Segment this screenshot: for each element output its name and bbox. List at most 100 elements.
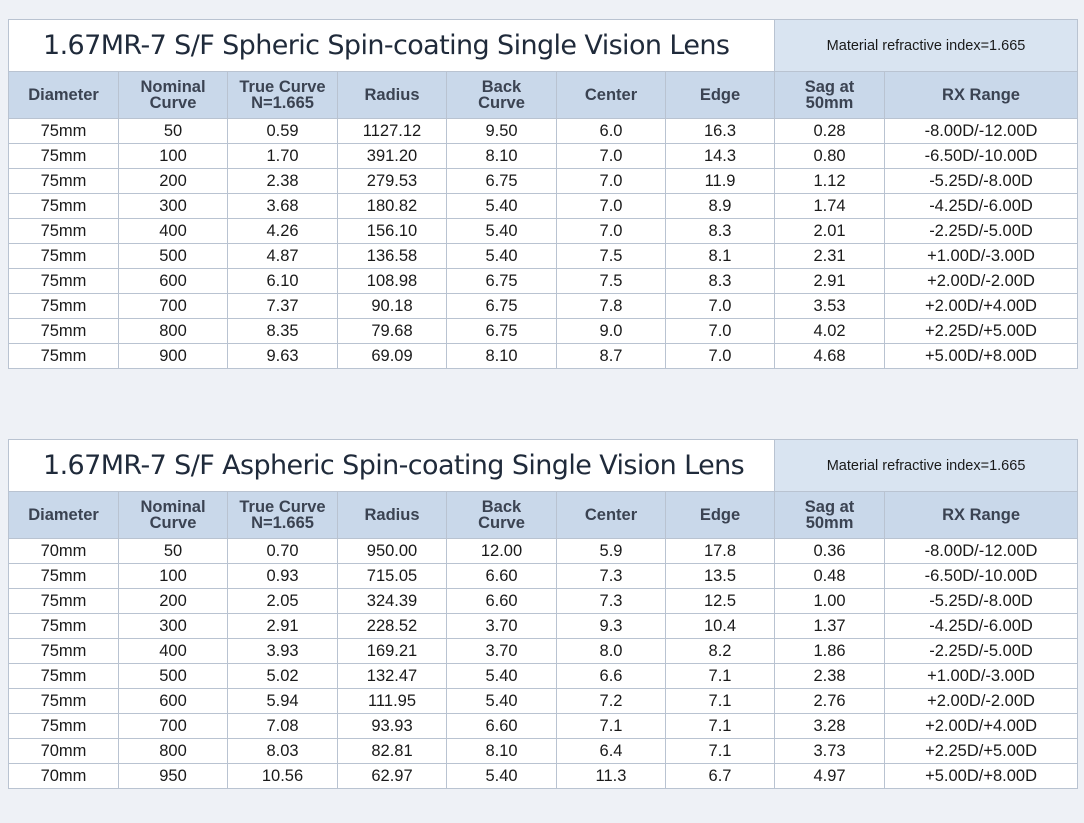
column-header-diameter: Diameter [8, 71, 119, 119]
column-header-row: Diameter Nominal Curve True Curve N=1.665 Rad… [8, 71, 1079, 119]
cell-diameter: 70mm [8, 738, 119, 764]
cell-sag-at-50mm: 4.97 [774, 763, 886, 789]
column-header-true-curve: True Curve N=1.665 [227, 71, 338, 119]
cell-nominal-curve: 500 [118, 663, 228, 689]
column-header-center: Center [556, 491, 666, 539]
cell-radius: 108.98 [337, 268, 447, 294]
column-header-sag-at-50mm: Sag at 50mm [774, 491, 886, 539]
cell-sag-at-50mm: 0.80 [774, 143, 886, 169]
column-header-line: Radius [364, 506, 420, 524]
cell-nominal-curve: 200 [118, 168, 228, 194]
cell-diameter: 70mm [8, 538, 119, 564]
cell-diameter: 75mm [8, 713, 119, 739]
cell-radius: 324.39 [337, 588, 447, 614]
cell-edge: 16.3 [664, 118, 776, 144]
column-header-line: Diameter [28, 86, 99, 104]
cell-diameter: 75mm [8, 663, 119, 689]
cell-rx-range: +5.00D/+8.00D [884, 763, 1079, 789]
cell-diameter: 75mm [8, 343, 119, 369]
cell-nominal-curve: 900 [118, 343, 228, 369]
column-header-line: 50mm [805, 94, 854, 112]
cell-back-curve: 6.75 [446, 268, 557, 294]
cell-edge: 8.9 [664, 193, 776, 219]
cell-true-curve: 3.93 [227, 638, 338, 664]
cell-center: 8.7 [556, 343, 666, 369]
cell-radius: 79.68 [337, 318, 447, 344]
cell-rx-range: -5.25D/-8.00D [884, 588, 1079, 614]
cell-radius: 82.81 [337, 738, 447, 764]
cell-radius: 228.52 [337, 613, 447, 639]
column-header-radius: Radius [337, 491, 447, 539]
cell-true-curve: 7.37 [227, 293, 338, 319]
column-header-sag-at-50mm: Sag at 50mm [774, 71, 886, 119]
cell-rx-range: -5.25D/-8.00D [884, 168, 1079, 194]
table-row: 75mm 100 0.93 715.05 6.60 7.3 13.5 0.48 -6.50D/-… [8, 563, 1079, 589]
cell-sag-at-50mm: 1.37 [774, 613, 886, 639]
column-header-line: Nominal [140, 498, 206, 516]
cell-sag-at-50mm: 2.76 [774, 688, 886, 714]
cell-rx-range: -2.25D/-5.00D [884, 218, 1079, 244]
cell-center: 7.1 [556, 713, 666, 739]
table-row: 75mm 300 2.91 228.52 3.70 9.3 10.4 1.37 -4.25D/-… [8, 613, 1079, 639]
cell-diameter: 75mm [8, 588, 119, 614]
cell-edge: 10.4 [664, 613, 776, 639]
column-header-center: Center [556, 71, 666, 119]
cell-edge: 8.3 [664, 268, 776, 294]
cell-sag-at-50mm: 0.28 [774, 118, 886, 144]
column-header-line: Curve [478, 514, 525, 532]
cell-edge: 7.0 [664, 318, 776, 344]
cell-rx-range: +2.00D/+4.00D [884, 293, 1079, 319]
cell-diameter: 75mm [8, 168, 119, 194]
cell-center: 7.3 [556, 588, 666, 614]
column-header-line: Sag at [804, 78, 855, 96]
cell-edge: 8.2 [664, 638, 776, 664]
column-header-line: Back [481, 78, 522, 96]
cell-center: 7.0 [556, 218, 666, 244]
cell-edge: 11.9 [664, 168, 776, 194]
cell-true-curve: 4.26 [227, 218, 338, 244]
spheric-lens-spec-table: 1.67MR-7 S/F Spheric Spin-coating Single… [7, 19, 1079, 369]
table-row: 75mm 100 1.70 391.20 8.10 7.0 14.3 0.80 -6.50D/-… [8, 143, 1079, 169]
cell-rx-range: +1.00D/-3.00D [884, 243, 1079, 269]
cell-back-curve: 5.40 [446, 763, 557, 789]
cell-back-curve: 8.10 [446, 343, 557, 369]
table-row: 75mm 500 5.02 132.47 5.40 6.6 7.1 2.38 +1.00D/-3… [8, 663, 1079, 689]
cell-edge: 7.1 [664, 738, 776, 764]
cell-radius: 62.97 [337, 763, 447, 789]
cell-edge: 7.0 [664, 293, 776, 319]
column-header-back-curve: Back Curve [446, 71, 557, 119]
cell-back-curve: 6.75 [446, 318, 557, 344]
column-header-line: Center [584, 506, 638, 524]
table-row: 75mm 500 4.87 136.58 5.40 7.5 8.1 2.31 +1.00D/-3… [8, 243, 1079, 269]
cell-true-curve: 0.93 [227, 563, 338, 589]
cell-sag-at-50mm: 1.86 [774, 638, 886, 664]
cell-diameter: 75mm [8, 118, 119, 144]
cell-true-curve: 5.94 [227, 688, 338, 714]
cell-radius: 279.53 [337, 168, 447, 194]
column-header-line: N=1.665 [251, 94, 314, 112]
cell-edge: 7.1 [664, 688, 776, 714]
cell-sag-at-50mm: 1.00 [774, 588, 886, 614]
cell-sag-at-50mm: 3.73 [774, 738, 886, 764]
cell-edge: 7.1 [664, 663, 776, 689]
cell-true-curve: 2.05 [227, 588, 338, 614]
cell-radius: 132.47 [337, 663, 447, 689]
aspheric-lens-spec-block: 1.67MR-7 S/F Aspheric Spin-coating Singl… [7, 439, 1079, 789]
cell-back-curve: 5.40 [446, 193, 557, 219]
cell-nominal-curve: 200 [118, 588, 228, 614]
cell-back-curve: 6.75 [446, 168, 557, 194]
cell-nominal-curve: 500 [118, 243, 228, 269]
column-header-rx-range: RX Range [884, 491, 1079, 539]
cell-center: 5.9 [556, 538, 666, 564]
cell-center: 9.0 [556, 318, 666, 344]
cell-center: 9.3 [556, 613, 666, 639]
cell-sag-at-50mm: 2.38 [774, 663, 886, 689]
cell-sag-at-50mm: 2.91 [774, 268, 886, 294]
column-header-line: Center [584, 86, 638, 104]
cell-rx-range: -2.25D/-5.00D [884, 638, 1079, 664]
cell-nominal-curve: 600 [118, 268, 228, 294]
cell-diameter: 70mm [8, 763, 119, 789]
cell-edge: 13.5 [664, 563, 776, 589]
table-row: 75mm 400 3.93 169.21 3.70 8.0 8.2 1.86 -2.25D/-5… [8, 638, 1079, 664]
column-header-line: Edge [699, 86, 741, 104]
